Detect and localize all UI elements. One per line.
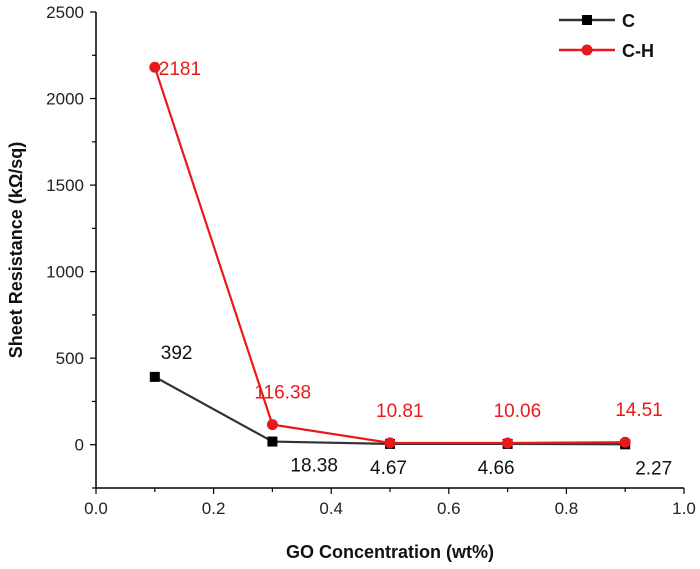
data-point-c-h xyxy=(502,437,514,449)
y-axis-label: Sheet Resistance (kΩ/sq) xyxy=(6,142,26,359)
data-label-c: 18.38 xyxy=(290,456,338,477)
legend-label-c: C xyxy=(622,11,635,31)
y-tick-label: 1500 xyxy=(46,176,84,195)
data-point-c-h xyxy=(266,419,278,431)
x-tick-label: 0.4 xyxy=(319,499,343,518)
y-tick-label: 2500 xyxy=(46,3,84,22)
x-tick-label: 0.2 xyxy=(202,499,226,518)
data-label-c: 392 xyxy=(161,343,193,364)
series-line-c-h xyxy=(153,66,626,445)
y-tick-label: 1000 xyxy=(46,263,84,282)
data-label-c-h: 116.38 xyxy=(254,383,311,404)
data-label-c: 4.67 xyxy=(370,458,407,479)
y-tick-label: 500 xyxy=(56,349,84,368)
legend-marker-c xyxy=(582,15,592,25)
data-point-c-h xyxy=(384,437,396,449)
y-tick-label: 2000 xyxy=(46,90,84,109)
data-label-c-h: 10.81 xyxy=(376,401,424,422)
y-tick-label: 0 xyxy=(75,436,84,455)
data-point-c-h xyxy=(619,436,631,448)
axes: 0.0 0.2 0.4 0.6 0.8 1.0 0 500 1000 1500 2000 2500 xyxy=(46,3,696,518)
data-label-c-h: 14.51 xyxy=(615,400,663,421)
legend: C C-H xyxy=(559,11,654,61)
data-point-c xyxy=(149,371,160,382)
x-tick-label: 0.6 xyxy=(437,499,461,518)
x-tick-label: 0.8 xyxy=(555,499,579,518)
series-group xyxy=(149,61,631,450)
data-label-c: 4.66 xyxy=(478,458,515,479)
x-axis-label: GO Concentration (wt%) xyxy=(286,542,494,562)
data-label-c-h: 2181 xyxy=(159,59,201,80)
data-labels: 392 18.38 4.67 4.66 2.27 2181 116.38 10.81 10.06… xyxy=(159,59,672,479)
data-label-c-h: 10.06 xyxy=(494,401,542,422)
legend-label-ch: C-H xyxy=(622,41,654,61)
legend-marker-ch xyxy=(581,44,593,56)
x-tick-label: 1.0 xyxy=(672,499,696,518)
data-label-c: 2.27 xyxy=(635,458,672,479)
data-point-c xyxy=(267,436,278,447)
x-tick-label: 0.0 xyxy=(84,499,108,518)
data-point-c-h xyxy=(149,61,161,73)
